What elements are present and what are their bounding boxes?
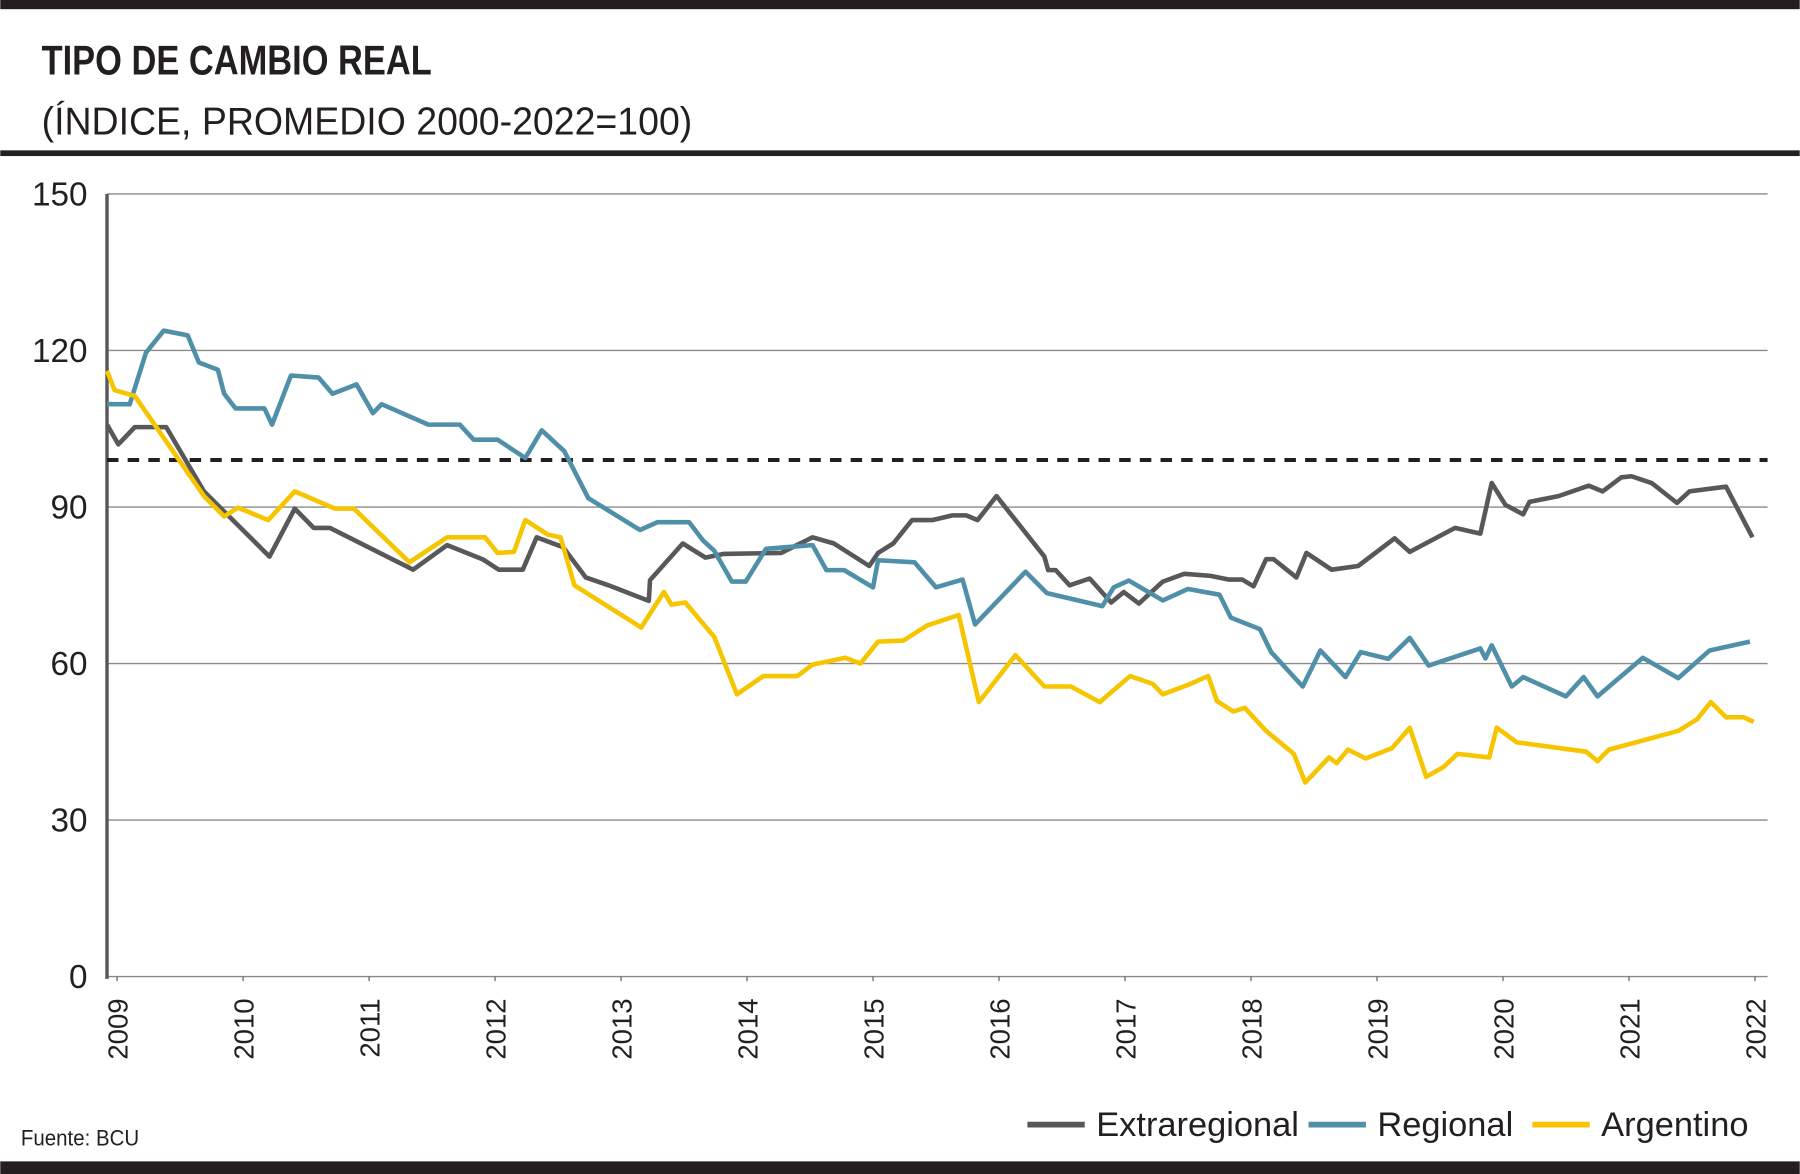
source: Fuente: BCU xyxy=(21,1125,139,1150)
chart-subtitle: (ÍNDICE, PROMEDIO 2000-2022=100) xyxy=(42,100,693,143)
legend-label: Argentino xyxy=(1601,1106,1748,1144)
bottom-bar xyxy=(0,1161,1800,1174)
x-tick-label: 2012 xyxy=(480,998,511,1059)
x-tick-label: 2014 xyxy=(732,998,763,1059)
legend-label: Regional xyxy=(1377,1106,1513,1144)
series-line xyxy=(107,328,1751,699)
y-tick-label: 30 xyxy=(50,803,87,840)
header-rule xyxy=(0,150,1800,157)
x-tick-label: 2015 xyxy=(858,998,889,1059)
legend-label: Extraregional xyxy=(1096,1106,1299,1144)
x-tick-label: 2011 xyxy=(354,998,385,1057)
x-tick-label: 2018 xyxy=(1236,998,1267,1059)
x-tick-label: 2013 xyxy=(606,998,637,1059)
x-tick-label: 2010 xyxy=(228,998,259,1059)
x-tick-label: 2009 xyxy=(102,998,133,1059)
x-tick-label: 2016 xyxy=(984,998,1015,1059)
y-tick-label: 60 xyxy=(50,646,87,683)
y-tick-label: 0 xyxy=(69,959,88,996)
series-line xyxy=(105,423,1755,606)
x-tick-label: 2020 xyxy=(1488,998,1519,1059)
y-tick-label: 150 xyxy=(32,176,88,213)
x-tick-label: 2019 xyxy=(1362,998,1393,1059)
top-bar xyxy=(0,0,1800,10)
x-tick-label: 2022 xyxy=(1740,998,1771,1059)
x-tick-label: 2021 xyxy=(1614,998,1645,1059)
y-tick-label: 120 xyxy=(32,333,88,370)
chart-title: TIPO DE CAMBIO REAL xyxy=(42,38,432,84)
y-tick-label: 90 xyxy=(50,489,87,526)
x-tick-label: 2017 xyxy=(1110,998,1141,1059)
series-line xyxy=(104,369,1755,785)
